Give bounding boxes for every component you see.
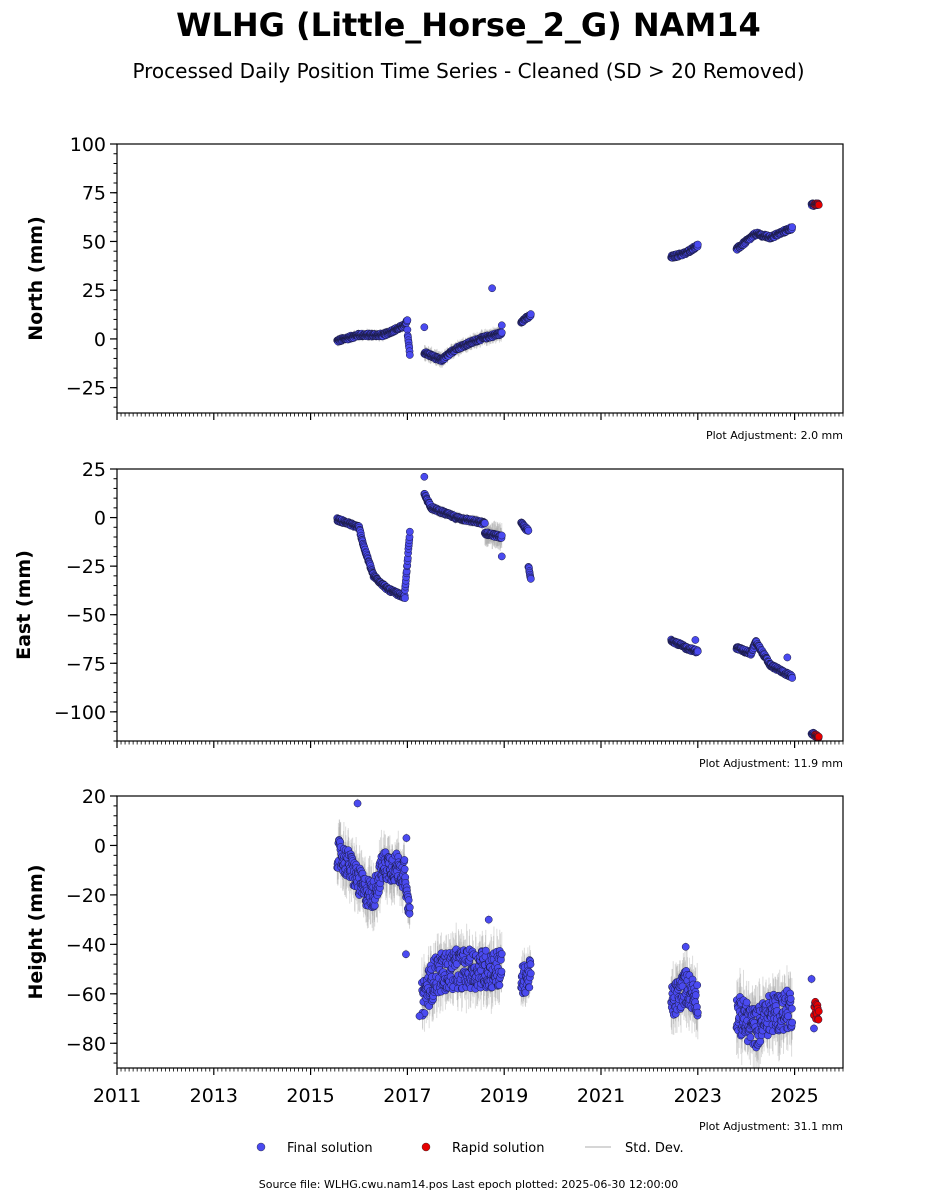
east-final-point xyxy=(405,527,414,536)
east-y-tick-label: −25 xyxy=(66,556,106,578)
east-final-point xyxy=(783,653,792,662)
east-panel: −100 −75 −50 −25 0 25 East (mm) Plot Adjustment… xyxy=(13,459,844,770)
east-rapid-point xyxy=(814,732,823,741)
chart-subtitle: Processed Daily Position Time Series - C… xyxy=(132,59,804,83)
east-plot-frame xyxy=(116,468,844,742)
north-y-tick-label: 75 xyxy=(82,183,106,205)
north-plot-frame xyxy=(116,143,844,414)
north-points xyxy=(333,199,823,365)
east-final-point xyxy=(691,636,700,644)
north-y-tick-label: 0 xyxy=(94,329,106,351)
north-y-tick-label: −25 xyxy=(66,378,106,400)
north-final-point xyxy=(488,284,496,293)
north-final-point xyxy=(526,310,535,318)
east-y-tick-label: −75 xyxy=(66,653,106,675)
north-final-point xyxy=(405,351,414,359)
east-y-axis-label: East (mm) xyxy=(13,550,35,660)
east-final-point xyxy=(524,526,533,535)
north-y-axis-label: North (mm) xyxy=(25,216,47,341)
north-plot-adjustment: Plot Adjustment: 2.0 mm xyxy=(706,429,843,442)
east-stddev-bars xyxy=(336,472,820,741)
height-points xyxy=(333,799,823,1052)
east-y-tick-label: 25 xyxy=(82,459,106,481)
east-plot-adjustment: Plot Adjustment: 11.9 mm xyxy=(699,757,843,770)
north-final-point xyxy=(497,321,506,330)
north-final-point xyxy=(788,223,797,231)
east-final-point xyxy=(497,552,506,561)
north-panel: −25 0 25 50 75 100 North (mm) Plot Adjustment: … xyxy=(25,134,844,442)
east-y-tick-label: −50 xyxy=(66,605,106,627)
north-final-point xyxy=(497,328,506,337)
chart-title: WLHG (Little_Horse_2_G) NAM14 xyxy=(176,6,761,44)
east-final-point xyxy=(497,531,506,540)
east-points xyxy=(333,472,823,741)
east-y-tick-label: −100 xyxy=(54,702,106,724)
east-final-point xyxy=(420,472,429,481)
north-y-tick-label: 100 xyxy=(70,134,106,156)
east-final-point xyxy=(401,594,409,602)
east-y-tick-label: 0 xyxy=(94,508,106,530)
north-final-point xyxy=(420,323,429,332)
east-final-point xyxy=(526,575,535,583)
north-y-tick-label: 25 xyxy=(82,280,106,302)
east-final-point xyxy=(788,674,797,682)
north-final-point xyxy=(693,240,702,249)
east-final-point xyxy=(480,519,489,528)
north-y-tick-label: 50 xyxy=(82,231,106,253)
east-final-point xyxy=(693,647,702,656)
north-final-point xyxy=(403,316,412,325)
north-rapid-point xyxy=(814,201,823,209)
